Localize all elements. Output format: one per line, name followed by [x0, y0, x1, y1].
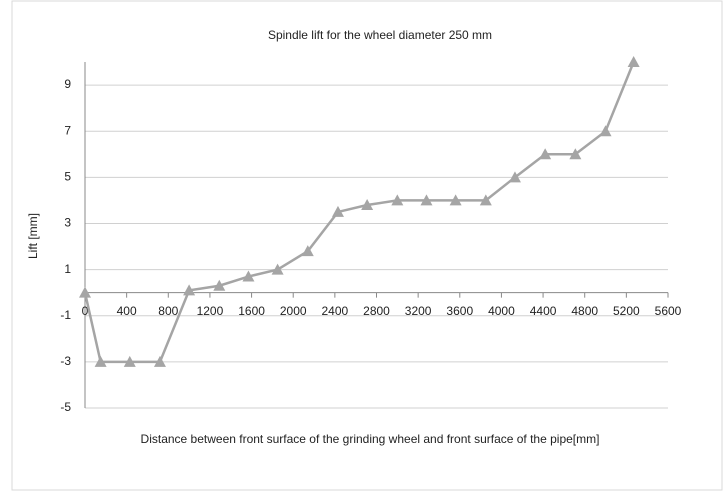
data-point [479, 194, 492, 206]
y-tick-label: 7 [64, 123, 71, 137]
x-tick-label: 2800 [363, 304, 390, 318]
y-tick-label: -3 [60, 354, 71, 368]
data-point [242, 270, 255, 282]
x-tick-label: 2400 [322, 304, 349, 318]
y-tick-label: 1 [64, 262, 71, 276]
y-axis-label: Lift [mm] [26, 213, 40, 259]
x-tick-label: 3200 [405, 304, 432, 318]
data-point [123, 355, 136, 367]
x-tick-label: 4800 [571, 304, 598, 318]
x-tick-label: 0 [82, 304, 89, 318]
data-point [153, 355, 166, 367]
data-point [183, 284, 196, 296]
data-point [213, 279, 226, 291]
x-tick-label: 5200 [613, 304, 640, 318]
x-axis-label: Distance between front surface of the gr… [141, 432, 600, 446]
x-tick-label: 1600 [238, 304, 265, 318]
data-point [539, 148, 552, 160]
x-tick-label: 1200 [197, 304, 224, 318]
y-tick-label: 9 [64, 77, 71, 91]
data-point [508, 171, 521, 183]
data-point [449, 194, 462, 206]
x-tick-label: 4400 [530, 304, 557, 318]
y-tick-label: 3 [64, 216, 71, 230]
x-tick-label: 2000 [280, 304, 307, 318]
x-tick-label: 3600 [446, 304, 473, 318]
y-tick-label: 5 [64, 170, 71, 184]
data-point [271, 263, 284, 275]
data-point [599, 125, 612, 137]
x-tick-label: 5600 [655, 304, 682, 318]
data-point [331, 205, 344, 217]
data-point [79, 286, 91, 298]
data-point [569, 148, 582, 160]
x-tick-label: 800 [158, 304, 178, 318]
data-point [301, 245, 314, 257]
y-tick-label: -1 [60, 308, 71, 322]
data-point [627, 56, 640, 67]
y-tick-label: -5 [60, 400, 71, 414]
x-tick-label: 400 [117, 304, 137, 318]
data-point [361, 199, 374, 211]
x-tick-label: 4000 [488, 304, 515, 318]
chart-border [11, 0, 723, 491]
data-point [94, 355, 107, 367]
data-point [420, 194, 433, 206]
chart-title: Spindle lift for the wheel diameter 250 … [268, 28, 492, 42]
data-point [391, 194, 404, 206]
